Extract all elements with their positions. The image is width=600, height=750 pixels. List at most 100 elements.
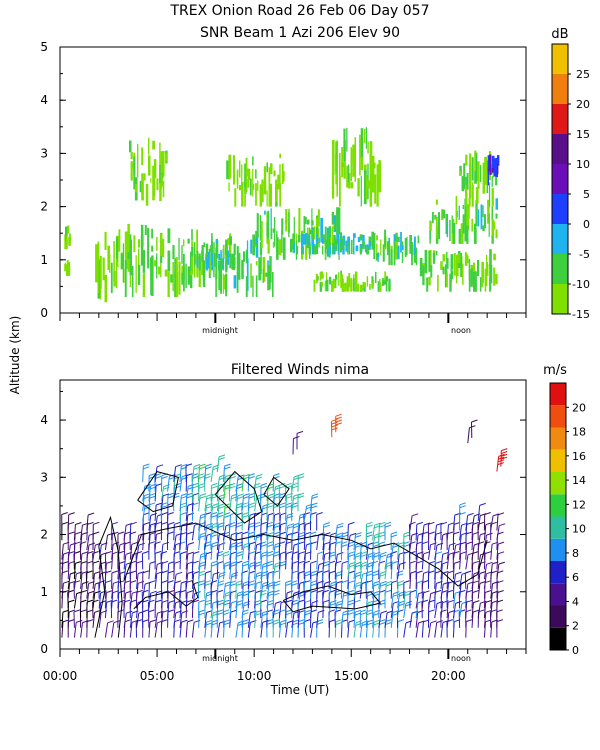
snr-cell [395,241,398,260]
wind-barb-flag [187,619,194,623]
snr-cell [453,253,456,276]
wind-barb-shaft [465,543,468,560]
wind-barb-flag [411,532,419,536]
snr-cell [338,235,340,260]
wind-barb-flag [403,580,411,584]
wind-barb [216,599,224,619]
wind-barb-flag [235,524,243,528]
wind-barb-shaft [223,525,227,541]
wind-barb-flag [187,542,195,545]
wind-barb-flag [248,589,255,593]
snr-cell [160,258,162,278]
snr-colorbar-unit: dB [551,27,568,42]
snr-cell [441,209,444,220]
snr-cell [222,254,225,271]
wind-barb-flag [472,560,479,564]
wind-barb [409,551,416,570]
wind-barb [160,609,169,628]
snr-cell [371,276,374,289]
snr-cell [239,160,241,178]
wind-barb-flag [161,476,168,479]
wind-barb [160,560,169,580]
wind-barb-shaft [452,563,455,580]
snr-cell [252,275,254,297]
snr-x-axis [59,313,527,323]
snr-cell [336,209,339,235]
wind-barb-flag [386,561,393,565]
snr-cell [273,170,276,177]
wind-barb-shaft [204,572,206,589]
wind-barb-column [85,512,96,638]
wind-barb-flag [254,524,261,528]
wind-barb-flag [378,531,385,535]
wind-barb-flag [380,570,387,574]
wind-barb-shaft [98,612,102,628]
wind-barb-flag [193,551,200,555]
wind-barb [216,532,226,551]
wind-barb-flag [87,512,95,516]
snr-cell [413,249,417,263]
wind-barb-flag [260,482,268,486]
wind-barb-flag [391,560,399,564]
wind-barb [86,619,94,638]
snr-cell [288,212,290,238]
snr-cell [270,183,272,207]
snr-cell [493,253,496,261]
wind-barb-flag [310,583,318,587]
snr-cell [162,151,165,177]
wind-barb-shaft [483,621,486,638]
wind-barb-flag [409,551,416,554]
snr-cell [353,278,355,292]
snr-cell [488,182,491,207]
wind-barb-flag [157,610,164,614]
wind-barb [73,609,81,628]
wind-barb-flag [93,521,100,525]
wind-barb-flag [92,551,99,554]
wind-barb [415,610,424,628]
wind-barb-shaft [167,602,170,619]
wind-barb-flag [435,551,443,555]
wind-barb-flag [473,600,480,604]
wind-barb-flag [379,622,386,625]
wind-barb [347,580,355,599]
wind-barb-flag [459,502,466,506]
snr-cell [493,221,496,230]
wind-barb-shaft [328,544,331,560]
wind-barb-shaft [490,563,493,580]
snr-cell [390,249,393,266]
wind-barb [310,560,317,580]
wind-barb [297,551,306,570]
snr-cell [451,215,453,234]
snr-cell [104,231,107,250]
snr-cell [475,200,478,227]
wind-barb-shaft [459,534,462,551]
wind-barb [173,571,183,589]
wind-barb-flag [249,570,256,574]
wind-barb-flag [455,571,462,575]
wind-barb-shaft [409,613,413,628]
snr-cell [495,273,498,285]
wind-barb-flag [403,531,411,535]
wind-barb-shaft [490,544,493,560]
snr-cell [362,234,365,247]
wind-barb-flag [266,609,274,613]
snr-cell [342,244,345,255]
wind-barb [378,570,387,589]
wind-barb-column [365,521,375,638]
wind-barb-flag [211,482,218,486]
snr-cell [201,250,204,275]
snr-cell [461,176,465,191]
wind-barb-shaft [477,603,481,619]
snr-cell [347,164,350,183]
wind-barb [210,482,218,502]
wind-barb-flag [211,563,218,567]
wind-barb-flag [373,583,380,587]
wind-barb-flag [205,622,213,626]
wind-barb-flag [167,580,174,584]
wind-barb-flag [236,599,244,603]
wind-barb [446,570,454,589]
wind-barb-shaft [173,544,177,560]
wind-barb-flag [423,590,430,594]
snr-cell [400,232,402,253]
wind-barb-shaft [104,622,109,638]
